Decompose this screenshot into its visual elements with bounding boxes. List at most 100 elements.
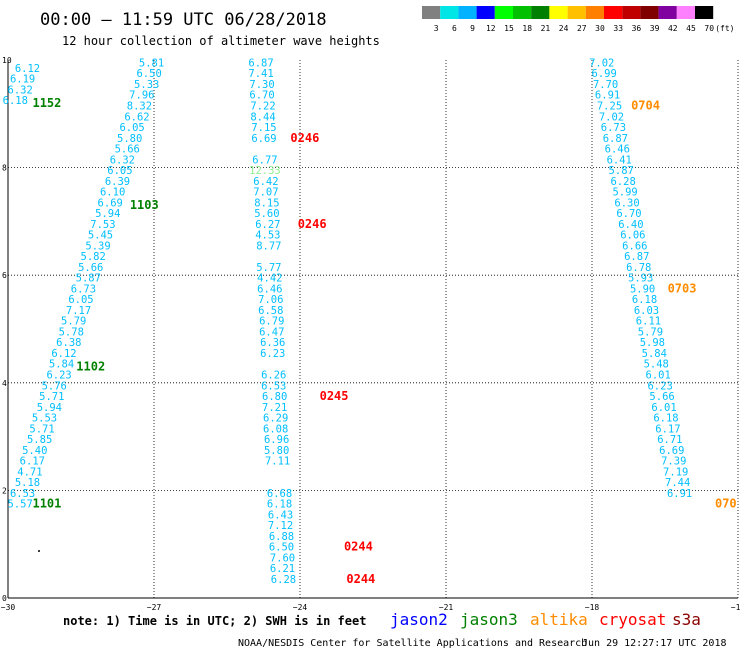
swh-value: 7.07 (253, 187, 278, 199)
swh-value: 6.87 (624, 251, 649, 263)
swh-value: 8.15 (254, 197, 279, 209)
swh-value: 6.69 (251, 133, 276, 145)
swh-value: 5.85 (27, 434, 52, 446)
swh-value: 7.17 (66, 305, 91, 317)
pass-time-label: 0245 (320, 389, 349, 403)
swh-value: 6.69 (659, 445, 684, 457)
swh-value: 6.18 (632, 294, 657, 306)
color-scale-legend: 3 6 9 12 15 18 21 24 27 30 33 36 39 42 45 70 (ft) (422, 6, 734, 33)
swh-value: 5.82 (81, 251, 106, 263)
legend-swatch (695, 6, 714, 19)
legend-swatch (494, 6, 513, 19)
swh-value: 5.39 (85, 240, 110, 252)
swh-value: 5.66 (649, 391, 674, 403)
swh-value: 7.25 (597, 100, 622, 112)
swh-value: 6.23 (46, 369, 71, 381)
swh-value: 4.53 (255, 230, 280, 242)
swh-value: 7.39 (661, 456, 686, 468)
swh-value: 5.45 (88, 230, 113, 242)
swh-value: 6.99 (592, 68, 617, 80)
swh-value: 6.36 (260, 337, 285, 349)
swh-value: 5.93 (628, 273, 653, 285)
swh-value: 6.05 (119, 122, 144, 134)
swh-value: 5.48 (644, 359, 669, 371)
swh-value: 6.12 (51, 348, 76, 360)
credit-text: NOAA/NESDIS Center for Satellite Applica… (238, 638, 587, 649)
swh-value: 6.28 (271, 574, 296, 586)
swh-value: 5.98 (640, 337, 665, 349)
swh-value: 6.18 (653, 413, 678, 425)
swh-value: 5.84 (49, 359, 74, 371)
legend-swatch (585, 6, 604, 19)
swh-value: 5.79 (61, 316, 86, 328)
swh-value: 5.87 (609, 165, 634, 177)
swh-value: 6.17 (20, 456, 45, 468)
swh-value: 6.40 (618, 219, 643, 231)
swh-value: 6.32 (110, 154, 135, 166)
swh-value: 5.94 (95, 208, 120, 220)
legend-swatch (622, 6, 641, 19)
satellite-jason3: jason3 (460, 610, 518, 629)
swh-value: 7.60 (270, 552, 295, 564)
swh-value: 6.73 (601, 122, 626, 134)
map-title: 00:00 – 11:59 UTC 06/28/2018 (40, 10, 327, 30)
satellite-legend: jason2 jason3 altika cryosat s3a (390, 610, 701, 629)
swh-value: 5.78 (59, 326, 84, 338)
swh-value: 4.42 (257, 273, 282, 285)
swh-value: 6.70 (616, 208, 641, 220)
swh-value: 6.87 (603, 133, 628, 145)
satellite-s3a: s3a (672, 610, 701, 629)
swh-value: 6.26 (261, 369, 286, 381)
stray-point (38, 550, 40, 552)
swh-value: 6.43 (268, 509, 293, 521)
legend-swatch (549, 6, 568, 19)
swh-value: 6.66 (622, 240, 647, 252)
swh-value: 6.70 (249, 90, 274, 102)
satellite-jason2: jason2 (390, 610, 448, 629)
swh-value: 6.69 (98, 197, 123, 209)
legend-swatch (476, 6, 495, 19)
legend-label: 15 (504, 24, 514, 33)
map-frame (7, 60, 738, 599)
swh-value: 6.91 (595, 90, 620, 102)
swh-value: 5.76 (42, 380, 67, 392)
swh-value: 5.80 (117, 133, 142, 145)
note-text: note: 1) Time is in UTC; 2) SWH is in fe… (63, 614, 366, 628)
swh-value: 6.38 (56, 337, 81, 349)
axis-ticks: −30−27−24−21−18−150246810 (1, 56, 740, 612)
swh-value: 6.18 (267, 499, 292, 511)
swh-value: 6.29 (263, 413, 288, 425)
swh-value: 6.01 (651, 402, 676, 414)
legend-label: 45 (686, 24, 696, 33)
swh-value: 6.53 (10, 488, 35, 500)
swh-value: 6.46 (605, 144, 630, 156)
swh-value: 6.12 (15, 63, 40, 75)
swh-value: 7.15 (251, 122, 276, 134)
swh-value: 7.44 (665, 477, 690, 489)
swh-value: 6.03 (634, 305, 659, 317)
satellite-cryosat: cryosat (599, 610, 666, 629)
legend-swatch (531, 6, 550, 19)
swh-value: 5.33 (134, 79, 159, 91)
y-tick-label: 4 (2, 379, 7, 388)
swh-value: 7.06 (258, 294, 283, 306)
swh-value: 7.21 (262, 402, 287, 414)
legend-label: 42 (668, 24, 678, 33)
swh-value: 6.17 (655, 423, 680, 435)
swh-value: 7.30 (249, 79, 274, 91)
pass-time-label: 0704 (631, 98, 660, 112)
legend-swatch (458, 6, 477, 19)
y-tick-label: 6 (2, 271, 7, 280)
swh-value: 5.80 (264, 445, 289, 457)
swh-value: 6.77 (252, 154, 277, 166)
pass-time-label: 0703 (668, 281, 697, 295)
swh-value: 6.91 (667, 488, 692, 500)
legend-unit: (ft) (715, 24, 734, 33)
swh-value: 5.94 (37, 402, 62, 414)
swh-value: 7.11 (265, 456, 290, 468)
swh-value: 6.80 (262, 391, 287, 403)
legend-label: 12 (486, 24, 496, 33)
swh-value: 5.40 (22, 445, 47, 457)
swh-value: 7.02 (599, 111, 624, 123)
